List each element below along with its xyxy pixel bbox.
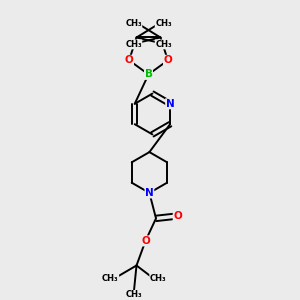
- Text: O: O: [125, 55, 134, 65]
- Text: O: O: [173, 211, 182, 221]
- Text: CH₃: CH₃: [125, 40, 142, 49]
- Text: O: O: [141, 236, 150, 246]
- Text: CH₃: CH₃: [125, 19, 142, 28]
- Text: N: N: [145, 188, 154, 198]
- Text: B: B: [145, 69, 152, 80]
- Text: O: O: [164, 55, 172, 65]
- Text: CH₃: CH₃: [155, 40, 172, 49]
- Text: CH₃: CH₃: [150, 274, 166, 283]
- Text: CH₃: CH₃: [155, 19, 172, 28]
- Text: N: N: [166, 99, 174, 109]
- Text: CH₃: CH₃: [126, 290, 142, 299]
- Text: CH₃: CH₃: [102, 274, 119, 283]
